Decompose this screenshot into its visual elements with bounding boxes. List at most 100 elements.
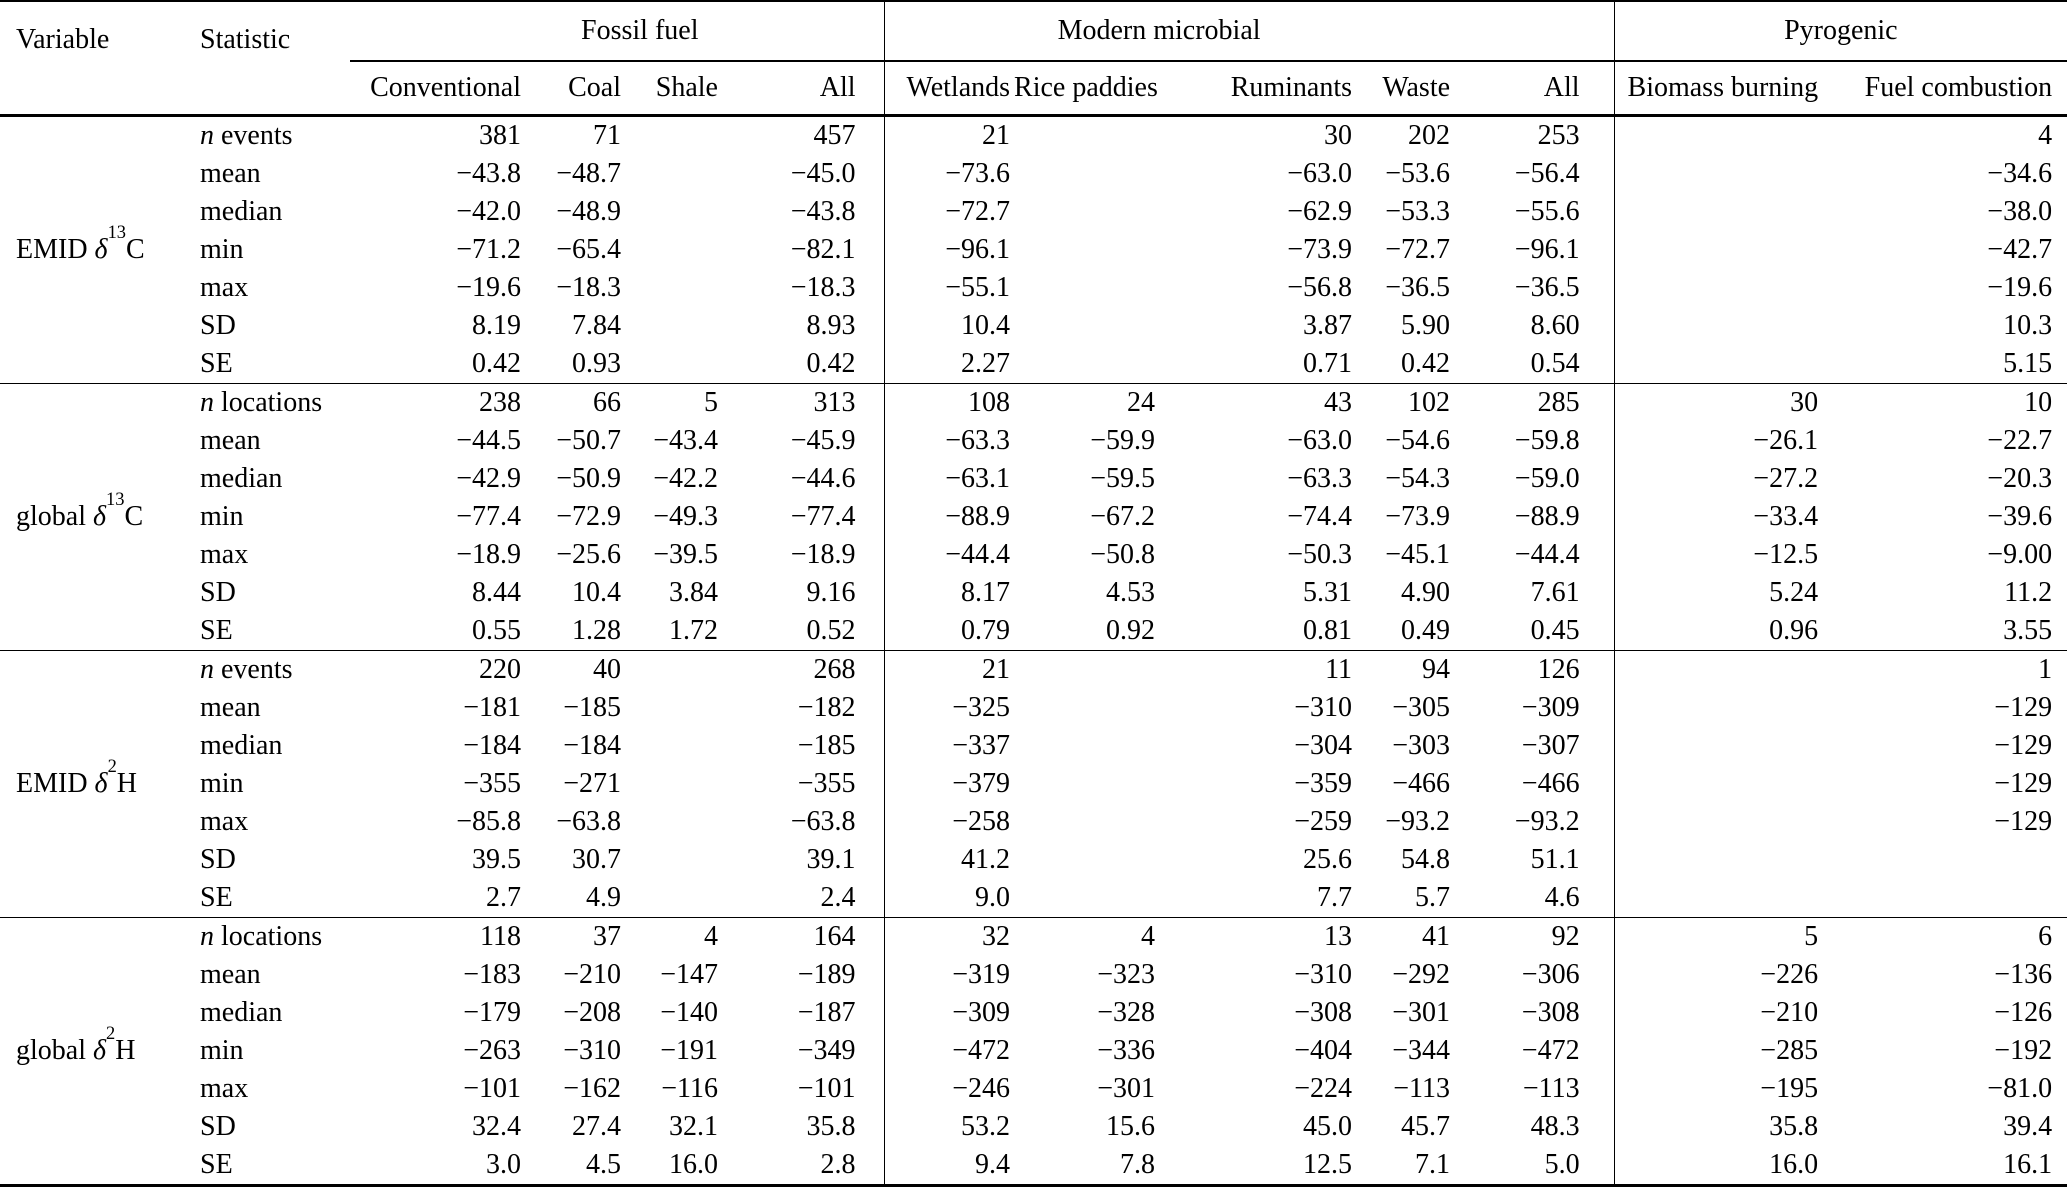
table-cell: 0.42 <box>1401 348 1451 379</box>
table-cell: 253 <box>1454 115 1615 155</box>
table-cell: −77.4 <box>722 498 885 536</box>
statistic-label: median <box>200 196 283 227</box>
table-cell: 35.8 <box>722 1108 885 1146</box>
table-cell: −77.4 <box>456 501 521 532</box>
table-cell: −140 <box>660 997 718 1028</box>
table-cell <box>1614 116 1822 156</box>
table-cell: 7.61 <box>1454 574 1615 612</box>
table-cell: −72.7 <box>945 196 1011 227</box>
table-cell <box>625 841 722 879</box>
statistic-label: min <box>200 1035 244 1066</box>
table-cell: 15.6 <box>1106 1111 1156 1142</box>
statistic-label: mean <box>200 959 261 990</box>
table-cell <box>1014 116 1159 156</box>
table-cell: −304 <box>1294 730 1353 761</box>
table-cell: −18.9 <box>722 536 885 574</box>
table-cell: −56.8 <box>1287 272 1353 303</box>
group-header-fossil-fuel: Fossil fuel <box>350 1 885 62</box>
table-cell: 21 <box>884 650 1015 689</box>
table-cell: 4.9 <box>586 882 621 913</box>
table-cell <box>625 193 722 231</box>
table-cell: 0.96 <box>1769 615 1819 646</box>
table-cell: −96.1 <box>945 234 1011 265</box>
table-cell: −210 <box>563 959 621 990</box>
table-cell <box>625 307 722 345</box>
table-row: global δ13C n locations 238 66 5 313 108 24 43 10… <box>0 383 2067 651</box>
table-cell: 32.4 <box>472 1111 521 1142</box>
statistic-label: n events <box>200 120 293 151</box>
table-cell <box>1614 155 1822 193</box>
table-row: mean −44.5 −50.7 −43.4 −45.9 −63.3 −59.9 −63.0 −… <box>0 422 2067 460</box>
table-row: max −18.9 −25.6 −39.5 −18.9 −44.4 −50.8 −50.3 −4… <box>0 536 2067 574</box>
variable-label: global δ2H <box>0 917 192 1186</box>
table-cell: −189 <box>722 956 885 994</box>
table-cell <box>1014 231 1159 269</box>
table-cell <box>1822 841 2067 879</box>
column-header-microbial-all: All <box>1454 61 1615 117</box>
table-cell: 4.90 <box>1401 577 1451 608</box>
table-cell: 54.8 <box>1401 844 1451 875</box>
table-cell <box>1014 879 1159 918</box>
statistic-label: median <box>200 730 283 761</box>
table-cell: 16.1 <box>2003 1149 2053 1180</box>
table-cell: 0.42 <box>722 345 885 384</box>
table-cell: −34.6 <box>1987 158 2053 189</box>
table-cell: 12.5 <box>1303 1149 1353 1180</box>
statistic-label: max <box>200 806 249 837</box>
table-cell: −18.3 <box>556 272 621 303</box>
table-cell: −136 <box>1994 959 2053 990</box>
table-cell: −49.3 <box>653 501 718 532</box>
table-cell: 16.0 <box>669 1149 718 1180</box>
group-header-modern-microbial: Modern microbial <box>884 1 1615 62</box>
statistic-label: max <box>200 539 249 570</box>
table-cell: −308 <box>1454 994 1615 1032</box>
table-cell <box>1614 231 1822 269</box>
table-cell: 11 <box>1159 650 1357 689</box>
table-cell: −36.5 <box>1385 272 1451 303</box>
table-cell: −55.1 <box>945 272 1011 303</box>
table-cell: −59.8 <box>1454 422 1615 460</box>
table-cell: −56.4 <box>1454 155 1615 193</box>
table-cell: −44.4 <box>1454 536 1615 574</box>
table-cell: −43.4 <box>653 425 718 456</box>
statistic-label: min <box>200 234 244 265</box>
table-cell: −162 <box>563 1073 621 1104</box>
table-cell: −53.3 <box>1385 196 1451 227</box>
table-cell: 1.28 <box>572 615 621 646</box>
table-cell: −192 <box>1994 1035 2053 1066</box>
table-row: EMID δ13C n events 381 71 457 21 30 202 253 4 <box>0 115 2067 265</box>
table-cell <box>1614 193 1822 231</box>
n-symbol: n <box>200 921 214 952</box>
column-header-wetlands: Wetlands <box>884 61 1015 117</box>
table-cell <box>1014 765 1159 803</box>
table-cell: 3.87 <box>1303 310 1353 341</box>
table-cell <box>1014 689 1159 727</box>
table-cell <box>1014 307 1159 345</box>
table-cell: −344 <box>1392 1035 1451 1066</box>
table-cell: −48.7 <box>556 158 621 189</box>
table-cell: 39.5 <box>472 844 521 875</box>
table-cell <box>625 155 722 193</box>
table-cell: −63.8 <box>722 803 885 841</box>
table-cell: 4 <box>625 917 722 956</box>
table-cell: −81.0 <box>1987 1073 2053 1104</box>
table-cell <box>625 650 722 689</box>
table-cell: −355 <box>463 768 521 799</box>
table-row: global δ2H n locations 118 37 4 164 32 4 13 41 92 5… <box>0 917 2067 1186</box>
table-cell: −44.4 <box>945 539 1011 570</box>
table-row: max −19.6 −18.3 −18.3 −55.1 −56.8 −36.5 −36.5 −1… <box>0 269 2067 307</box>
statistic-label: SE <box>200 348 233 379</box>
table-cell: 53.2 <box>961 1111 1011 1142</box>
delta-symbol: δ <box>94 768 108 799</box>
table-cell: 24 <box>1014 383 1160 422</box>
table-cell: 1.72 <box>669 615 718 646</box>
table-cell: −195 <box>1760 1073 1819 1104</box>
table-cell: 457 <box>722 115 885 155</box>
table-cell <box>625 803 722 841</box>
n-symbol: n <box>200 387 214 418</box>
table-cell <box>1822 879 2067 918</box>
table-cell: −50.7 <box>556 425 621 456</box>
table-cell: −355 <box>722 765 885 803</box>
statistic-label: SE <box>200 1149 233 1180</box>
